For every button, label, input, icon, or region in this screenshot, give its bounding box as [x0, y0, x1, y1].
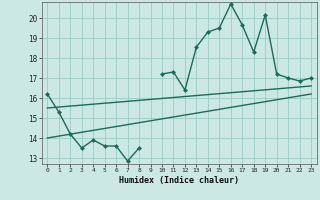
X-axis label: Humidex (Indice chaleur): Humidex (Indice chaleur)	[119, 176, 239, 185]
